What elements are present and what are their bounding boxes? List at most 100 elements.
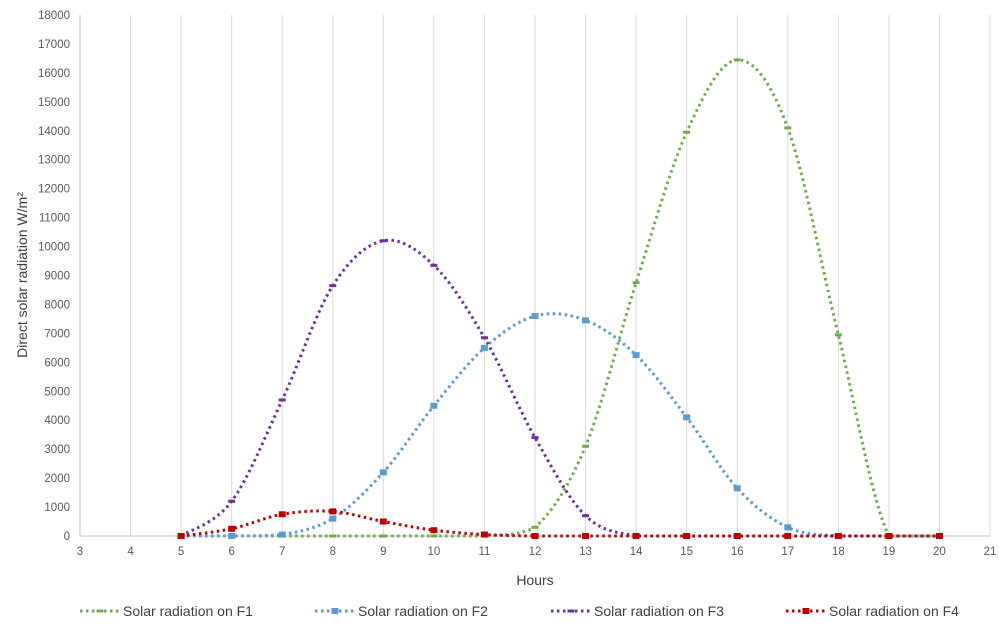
- series-solar-radiation-on-f4: [177, 508, 943, 539]
- y-axis-title: Direct solar radiation W/m²: [14, 192, 30, 358]
- data-point: [379, 469, 387, 476]
- legend-item: Solar radiation on F2: [315, 603, 488, 619]
- legend-item: Solar radiation on F1: [80, 603, 253, 619]
- data-point: [379, 518, 387, 525]
- y-tick-label: 4000: [44, 415, 70, 427]
- data-point: [885, 533, 893, 539]
- data-point: [733, 533, 741, 539]
- x-tick-label: 17: [781, 546, 794, 558]
- x-tick-labels: 3 4 5 6 7 8 9 10 11 12 13 14 15 16 17 18 19 20 21: [77, 546, 997, 558]
- data-point: [480, 531, 488, 538]
- series-group: [177, 58, 943, 539]
- y-tick-labels: 0 1000 2000 3000 4000 5000 6000 7000 8000 9000 100…: [38, 10, 70, 543]
- data-point: [834, 333, 842, 337]
- data-point: [733, 58, 741, 62]
- x-axis-title: Hours: [516, 572, 553, 588]
- y-tick-label: 5000: [44, 386, 70, 398]
- data-point: [582, 317, 590, 324]
- legend-label: Solar radiation on F3: [594, 603, 724, 619]
- legend-label: Solar radiation on F2: [358, 603, 488, 619]
- data-point: [531, 313, 539, 320]
- x-tick-label: 12: [529, 546, 542, 558]
- y-tick-label: 11000: [39, 213, 70, 225]
- x-tick-label: 13: [579, 546, 592, 558]
- data-point: [582, 533, 590, 539]
- data-point: [683, 533, 691, 539]
- y-tick-label: 3000: [44, 444, 70, 456]
- y-tick-label: 1000: [44, 502, 70, 514]
- data-point: [531, 436, 539, 440]
- x-tick-label: 8: [330, 546, 336, 558]
- data-point: [430, 534, 438, 538]
- y-tick-label: 0: [64, 531, 70, 543]
- data-point: [582, 444, 590, 448]
- legend-item: Solar radiation on F3: [551, 603, 724, 619]
- y-tick-label: 2000: [44, 473, 70, 485]
- x-tick-label: 7: [279, 546, 285, 558]
- x-tick-label: 19: [882, 546, 895, 558]
- data-point: [784, 126, 792, 130]
- gridlines: [130, 15, 991, 536]
- data-point: [329, 284, 337, 288]
- data-point: [935, 533, 943, 539]
- data-point: [480, 336, 488, 340]
- data-point: [329, 508, 337, 515]
- data-point: [430, 402, 438, 409]
- legend-item: Solar radiation on F4: [786, 603, 959, 619]
- y-tick-label: 7000: [44, 328, 70, 340]
- legend-marker: [567, 609, 575, 613]
- y-tick-label: 6000: [44, 357, 70, 369]
- x-tick-label: 15: [680, 546, 693, 558]
- data-point: [379, 239, 387, 243]
- legend-label: Solar radiation on F1: [123, 603, 253, 619]
- legend-marker: [331, 608, 339, 614]
- data-point: [784, 524, 792, 531]
- x-tick-label: 16: [731, 546, 744, 558]
- data-point: [228, 525, 236, 532]
- y-tick-label: 17000: [38, 39, 70, 51]
- x-tick-label: 10: [427, 546, 440, 558]
- data-point: [329, 515, 337, 522]
- legend-marker: [96, 609, 104, 613]
- data-point: [228, 499, 236, 503]
- y-tick-label: 15000: [38, 97, 70, 109]
- data-point: [379, 534, 387, 538]
- data-point: [683, 414, 691, 421]
- x-tick-label: 11: [478, 546, 490, 558]
- series-line: [181, 312, 940, 538]
- y-tick-label: 14000: [38, 126, 70, 138]
- legend-label: Solar radiation on F4: [829, 603, 959, 619]
- legend-marker: [802, 608, 810, 614]
- x-tick-label: 14: [630, 546, 643, 558]
- data-point: [784, 533, 792, 539]
- y-tick-label: 16000: [38, 68, 70, 80]
- data-point: [683, 130, 691, 134]
- data-point: [632, 352, 640, 359]
- x-tick-label: 9: [380, 546, 386, 558]
- x-tick-label: 3: [77, 546, 83, 558]
- data-point: [834, 533, 842, 539]
- y-tick-label: 10000: [38, 242, 70, 254]
- data-point: [329, 534, 337, 538]
- y-tick-label: 8000: [44, 299, 70, 311]
- data-point: [531, 533, 539, 539]
- y-tick-label: 9000: [44, 271, 70, 283]
- data-point: [733, 485, 741, 492]
- data-point: [632, 281, 640, 285]
- x-tick-label: 18: [832, 546, 845, 558]
- data-point: [531, 525, 539, 529]
- data-point: [278, 398, 286, 402]
- legend: Solar radiation on F1 Solar radiation on …: [80, 603, 959, 619]
- series-line: [180, 509, 940, 538]
- data-point: [177, 533, 185, 539]
- y-tick-label: 18000: [38, 10, 70, 22]
- y-tick-label: 13000: [38, 155, 70, 167]
- data-point: [430, 527, 438, 534]
- data-point: [480, 344, 488, 351]
- y-tick-label: 12000: [38, 184, 70, 196]
- data-point: [430, 263, 438, 267]
- x-tick-label: 20: [933, 546, 946, 558]
- x-tick-label: 6: [228, 546, 234, 558]
